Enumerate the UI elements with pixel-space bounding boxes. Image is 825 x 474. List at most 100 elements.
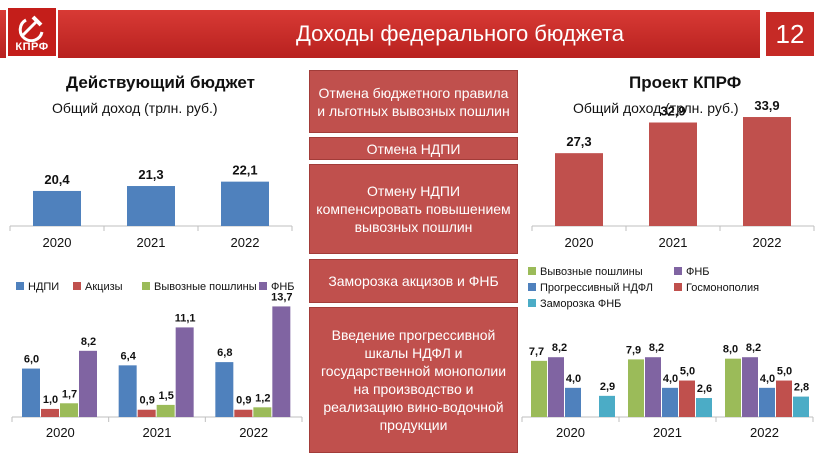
x-tick-label-2020: 2020: [556, 425, 585, 440]
data-label-2022-s2: 4,0: [760, 373, 775, 385]
legend-label-2: Прогрессивный НДФЛ: [540, 282, 653, 294]
data-label-2020-s4: 2,9: [600, 381, 615, 393]
legend-label-2: Вывозные пошлины: [154, 281, 257, 293]
bar-2021: [127, 186, 175, 226]
bar-2020: [33, 190, 81, 226]
current-total-chart: 20,4 2020 21,3 2021 22,1 2022: [9, 163, 293, 250]
bar-2021-s4: [696, 398, 712, 417]
legend-swatch-2: [528, 283, 536, 291]
legend-swatch-3: [259, 282, 267, 290]
kprf-total-chart: 27,3 2020 32,9 2021 33,9 2022: [531, 98, 815, 250]
logo-text: КПРФ: [15, 41, 49, 53]
bar-2022-s1: [742, 357, 758, 417]
header-banner: КПРФ Доходы федерального бюджета 12: [0, 0, 825, 62]
data-label-2021-s2: 4,0: [663, 373, 678, 385]
bar-2021-s1: [137, 409, 156, 417]
bar-2020-s1: [548, 357, 564, 417]
bar-2020-s0: [22, 368, 40, 417]
x-tick-label-2021: 2021: [137, 235, 166, 250]
legend-label-1: ФНБ: [686, 266, 710, 278]
bar-2021-s0: [118, 365, 137, 417]
data-label-2022-s2: 1,2: [255, 392, 270, 404]
data-label-2021-s1: 8,2: [649, 342, 664, 354]
bar-2022: [743, 117, 791, 226]
current-structure-chart: НДПИ Акцизы Вывозные пошлины ФНБ 6,0 1,0 1,7 8,…: [11, 281, 303, 440]
data-label-2022-s1: 8,2: [746, 342, 761, 354]
x-tick-label-2021: 2021: [659, 235, 688, 250]
data-label-2022-s4: 2,8: [794, 382, 809, 394]
bar-2021-s2: [156, 404, 175, 417]
bar-2021-s3: [175, 327, 194, 417]
data-label-2022: 33,9: [754, 98, 779, 113]
bar-2022-s2: [759, 387, 775, 417]
measure-box-5: Введение прогрессивной шкалы НДФЛ и госу…: [309, 307, 518, 453]
legend-swatch-1: [73, 282, 81, 290]
measure-box-1: Отмена бюджетного правила и льготных выв…: [309, 70, 518, 133]
data-label-2020-s1: 8,2: [552, 342, 567, 354]
kprf-project-subtitle: Общий доход (трлн. руб.): [573, 100, 739, 116]
x-tick-label-2022: 2022: [239, 425, 268, 440]
measure-box-3: Отмену НДПИ компенсировать повышением вы…: [309, 164, 518, 254]
legend-swatch-0: [16, 282, 24, 290]
data-label-2020-s0: 7,7: [529, 346, 544, 358]
bar-2022: [221, 181, 269, 226]
bar-2021-s2: [662, 387, 678, 417]
x-tick-label-2021: 2021: [143, 425, 172, 440]
legend-label-1: Акцизы: [85, 281, 123, 293]
data-label-2020-s2: 1,7: [62, 388, 77, 400]
bar-2021-s3: [679, 380, 695, 417]
data-label-2022-s1: 0,9: [236, 395, 251, 407]
bar-2022-s3: [776, 380, 792, 417]
bar-2020-s0: [531, 360, 547, 417]
bar-2022-s4: [793, 396, 809, 417]
legend-label-0: Вывозные пошлины: [540, 266, 643, 278]
data-label-2020: 27,3: [566, 134, 591, 149]
x-tick-label-2021: 2021: [653, 425, 682, 440]
data-label-2020-s2: 4,0: [566, 373, 581, 385]
current-budget-subtitle: Общий доход (трлн. руб.): [52, 100, 218, 116]
legend-swatch-1: [674, 267, 682, 275]
data-label-2020-s1: 1,0: [43, 394, 58, 406]
x-tick-label-2022: 2022: [753, 235, 782, 250]
data-label-2021: 21,3: [138, 167, 163, 182]
page-number: 12: [764, 10, 816, 58]
page-title: Доходы федерального бюджета: [295, 21, 625, 46]
x-tick-label-2020: 2020: [565, 235, 594, 250]
data-label-2021-s0: 6,4: [121, 350, 137, 362]
bar-2021: [649, 122, 697, 226]
data-label-2020: 20,4: [44, 172, 70, 187]
x-tick-label-2020: 2020: [43, 235, 72, 250]
x-tick-label-2022: 2022: [750, 425, 779, 440]
bar-2020-s2: [60, 403, 78, 417]
bar-2022-s0: [725, 358, 741, 417]
bar-2020-s4: [599, 395, 615, 417]
bar-2022-s1: [234, 409, 253, 417]
legend-label-0: НДПИ: [28, 281, 59, 293]
title-bar: [0, 10, 760, 58]
legend-label-3: Госмонополия: [686, 282, 759, 294]
bar-2021-s0: [628, 359, 644, 417]
measure-box-4: Заморозка акцизов и ФНБ: [309, 259, 518, 303]
legend-swatch-4: [528, 299, 536, 307]
data-label-2022-s0: 6,8: [217, 347, 232, 359]
data-label-2022-s3: 5,0: [777, 366, 792, 378]
bar-2020-s2: [565, 387, 581, 417]
current-budget-title: Действующий бюджет: [66, 73, 255, 92]
bar-2020-s3: [79, 350, 97, 417]
kprf-project-title: Проект КПРФ: [629, 73, 742, 92]
data-label-2022-s3: 13,7: [271, 291, 292, 303]
legend-swatch-0: [528, 267, 536, 275]
kprf-logo: КПРФ: [6, 6, 58, 58]
bar-2022-s0: [215, 362, 234, 417]
legend-swatch-3: [674, 283, 682, 291]
data-label-2021: 32,9: [660, 104, 685, 119]
data-label-2022: 22,1: [232, 163, 257, 178]
bar-2022-s3: [272, 306, 291, 417]
data-label-2021-s3: 11,1: [175, 312, 196, 324]
x-tick-label-2020: 2020: [46, 425, 75, 440]
bar-2022-s2: [253, 407, 272, 417]
legend-label-3: ФНБ: [271, 281, 295, 293]
data-label-2021-s0: 7,9: [626, 344, 641, 356]
bar-2020: [555, 153, 603, 226]
data-label-2021-s3: 5,0: [680, 366, 695, 378]
